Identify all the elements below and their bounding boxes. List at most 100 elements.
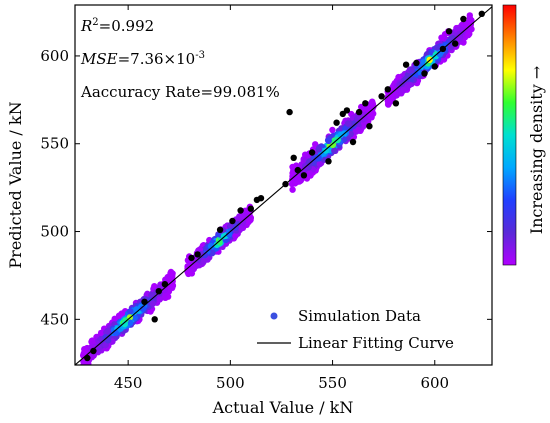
data-point xyxy=(225,231,233,238)
data-point xyxy=(331,147,338,154)
legend-fit-line-label: Linear Fitting Curve xyxy=(298,334,454,352)
data-point xyxy=(329,126,336,134)
outlier-point xyxy=(237,207,244,214)
accuracy-annotation: Aaccuracy Rate=99.081% xyxy=(80,83,280,101)
outlier-point xyxy=(384,86,391,93)
outlier-point xyxy=(90,347,97,355)
outlier-point xyxy=(445,28,453,35)
data-point xyxy=(200,257,208,264)
data-point xyxy=(156,296,163,303)
data-point xyxy=(216,239,223,246)
data-point xyxy=(306,170,313,177)
y-tick-label: 600 xyxy=(40,47,69,65)
mse-superscript: -3 xyxy=(195,50,205,61)
outlier-point xyxy=(378,93,385,100)
data-point xyxy=(238,225,245,232)
data-point xyxy=(289,186,296,193)
data-point xyxy=(466,12,473,19)
outlier-point xyxy=(402,61,410,68)
data-point xyxy=(127,308,134,315)
data-point xyxy=(395,73,402,81)
data-point xyxy=(402,75,410,82)
mse-annotation: MSE=7.36×10-3 xyxy=(80,50,205,68)
outlier-point xyxy=(343,107,351,114)
data-point xyxy=(104,327,111,334)
data-point xyxy=(344,120,352,127)
data-point xyxy=(447,44,454,51)
x-tick-label: 500 xyxy=(216,374,245,392)
data-point xyxy=(456,35,463,42)
plot-frame xyxy=(74,4,493,366)
outlier-point xyxy=(257,195,265,202)
x-tick-label: 550 xyxy=(318,374,347,392)
data-point xyxy=(151,283,158,290)
outlier-point xyxy=(300,172,308,179)
legend-simulation-label: Simulation Data xyxy=(298,307,421,325)
linear-fitting-curve xyxy=(75,6,492,365)
outlier-point xyxy=(216,226,224,233)
data-point xyxy=(388,90,395,98)
outlier-point xyxy=(478,10,485,17)
data-point xyxy=(355,126,362,134)
r2-annotation: R2=0.992 xyxy=(80,17,154,35)
data-point xyxy=(149,300,157,307)
data-point xyxy=(97,329,105,337)
data-point xyxy=(337,131,344,139)
data-point xyxy=(408,75,415,83)
outlier-point xyxy=(431,63,438,70)
mse-value: =7.36×10 xyxy=(118,50,196,68)
axis-ticks: 450 500 550 600 450 500 550 600 xyxy=(40,5,492,392)
r2-value: =0.992 xyxy=(99,17,155,35)
data-point xyxy=(161,287,168,294)
data-point xyxy=(148,291,155,299)
data-point xyxy=(316,160,323,168)
data-point xyxy=(239,219,247,226)
data-point xyxy=(306,158,313,165)
x-tick-label: 600 xyxy=(420,374,449,392)
data-point xyxy=(325,137,332,144)
data-point xyxy=(127,319,134,326)
outlier-point xyxy=(333,119,340,126)
data-point xyxy=(169,270,176,277)
colorbar-label: Increasing density → xyxy=(527,66,546,235)
data-point xyxy=(400,87,407,94)
data-point xyxy=(139,305,147,312)
colorbar-bar xyxy=(502,4,517,266)
data-point xyxy=(408,67,415,74)
legend: Simulation Data Linear Fitting Curve xyxy=(257,307,454,352)
legend-simulation-marker xyxy=(270,312,278,320)
data-point xyxy=(465,31,472,38)
outlier-point xyxy=(366,123,373,130)
data-point xyxy=(169,282,176,289)
x-tick-label: 450 xyxy=(114,374,143,392)
outlier-point xyxy=(290,154,297,161)
outlier-point xyxy=(155,288,162,295)
outlier-point xyxy=(413,59,420,67)
statistics-annotation: R2=0.992 MSE=7.36×10-3 Aaccuracy Rate=99… xyxy=(80,17,280,101)
outlier-point xyxy=(460,15,467,23)
data-point xyxy=(186,261,193,268)
data-point xyxy=(131,314,138,321)
r2-superscript: 2 xyxy=(92,17,98,28)
y-tick-label: 550 xyxy=(40,135,69,153)
x-axis-label: Actual Value / kN xyxy=(212,398,354,417)
data-point xyxy=(347,130,354,138)
outlier-point xyxy=(392,100,400,107)
data-point xyxy=(208,249,216,256)
data-point xyxy=(121,320,128,328)
data-point xyxy=(115,312,123,319)
data-point xyxy=(232,232,239,240)
outlier-point xyxy=(194,251,201,258)
r2-symbol: R xyxy=(80,17,92,35)
data-point xyxy=(292,173,300,180)
data-point xyxy=(240,212,248,220)
y-tick-label: 450 xyxy=(40,310,69,328)
mse-symbol: MSE xyxy=(80,50,118,68)
data-point xyxy=(104,337,112,344)
data-point xyxy=(467,20,474,27)
outlier-point xyxy=(247,205,254,212)
data-point xyxy=(207,242,215,250)
outlier-point xyxy=(362,100,369,107)
outlier-point xyxy=(229,217,236,225)
